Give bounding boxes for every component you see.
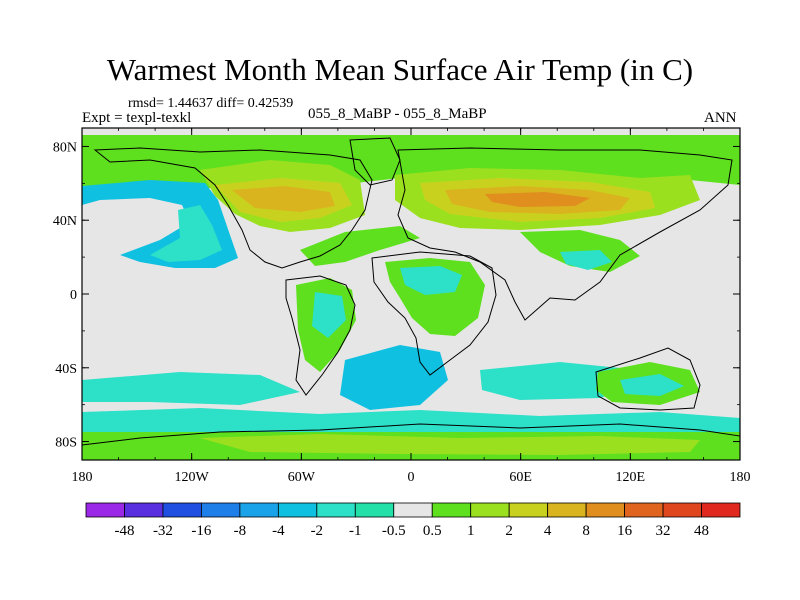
temperature-anomaly-fields <box>82 135 740 460</box>
stats-label: rmsd= 1.44637 diff= 0.42539 <box>128 96 294 111</box>
field-south-pacific-cool <box>82 372 300 405</box>
x-tick-label: 120W <box>175 470 210 485</box>
colorbar-swatch <box>85 502 125 518</box>
colorbar-label: -4 <box>272 523 285 539</box>
outline-australia <box>595 347 701 411</box>
x-tick-label: 120E <box>616 470 646 485</box>
field-north-pacific-teal <box>150 205 222 262</box>
outline-eurasia <box>397 147 733 321</box>
colorbar-label: -16 <box>191 523 211 539</box>
y-tick-label: 80N <box>53 140 77 155</box>
colorbar-label: -8 <box>234 523 247 539</box>
colorbar-label: 32 <box>656 523 671 539</box>
colorbar-swatch <box>470 502 510 518</box>
y-tick-label: 40S <box>55 362 77 377</box>
colorbar-swatch <box>162 502 202 518</box>
field-africa-cool <box>400 266 462 295</box>
map-plot-area <box>81 128 741 461</box>
field-south-america-cool <box>312 292 346 338</box>
colorbar-label: 2 <box>505 523 513 539</box>
map-axes: 180 120W 60W 0 60E 120E 180 80N 40N 0 40S 80S <box>53 127 751 485</box>
field-eurasia-orange <box>485 192 590 207</box>
experiment-label: Expt = texpl-texkl <box>82 110 192 126</box>
colorbar-swatch <box>393 502 433 518</box>
outline-greenland <box>349 137 401 186</box>
x-tick-label: 60E <box>509 470 532 485</box>
field-south-asia-cool <box>560 250 612 270</box>
colorbar-label: -32 <box>153 523 173 539</box>
colorbar-swatch <box>547 502 587 518</box>
colorbar-swatch <box>239 502 279 518</box>
colorbar-label: -48 <box>114 523 134 539</box>
colorbar-label: 48 <box>694 523 709 539</box>
x-tick-label: 0 <box>408 470 415 485</box>
colorbar-swatch <box>701 502 741 518</box>
colorbar-swatch <box>585 502 625 518</box>
colorbar-label: 1 <box>467 523 475 539</box>
colorbar-swatch <box>508 502 549 518</box>
outline-africa <box>371 251 497 376</box>
colorbar-swatch <box>354 502 395 518</box>
colorbar-label: 16 <box>617 523 633 539</box>
field-antarctic-light <box>200 434 700 455</box>
colorbar-swatch <box>431 502 472 518</box>
x-tick-label: 180 <box>72 470 93 485</box>
outline-south-america <box>285 275 356 396</box>
colorbar-swatch <box>201 502 241 518</box>
field-north-america-gold <box>232 186 335 212</box>
y-tick-label: 40N <box>53 214 77 229</box>
outline-north-america <box>93 147 373 269</box>
y-tick-label: 0 <box>70 288 77 303</box>
colorbar-label: -0.5 <box>382 523 406 539</box>
x-tick-label: 180 <box>730 470 751 485</box>
colorbar-swatch <box>624 502 664 518</box>
colorbar: -48 -32 -16 -8 -4 -2 -1 -0.5 0.5 1 2 4 8 16 32 48 <box>85 502 741 539</box>
y-tick-label: 80S <box>55 436 77 451</box>
colorbar-label: -1 <box>349 523 362 539</box>
field-australia-cool <box>620 374 684 396</box>
colorbar-label: 0.5 <box>423 523 442 539</box>
x-tick-label: 60W <box>288 470 316 485</box>
colorbar-swatch <box>662 502 702 518</box>
colorbar-swatch <box>316 502 356 518</box>
comparison-label: 055_8_MaBP - 055_8_MaBP <box>308 106 487 122</box>
field-atlantic-subtropical <box>300 226 420 266</box>
colorbar-label: -2 <box>311 523 324 539</box>
colorbar-swatch <box>277 502 318 518</box>
colorbar-label: 4 <box>544 523 552 539</box>
field-south-atlantic-cool <box>340 345 448 410</box>
chart-title: Warmest Month Mean Surface Air Temp (in … <box>106 52 694 87</box>
colorbar-swatch <box>124 502 164 518</box>
colorbar-label: 8 <box>582 523 590 539</box>
period-label: ANN <box>704 110 737 126</box>
